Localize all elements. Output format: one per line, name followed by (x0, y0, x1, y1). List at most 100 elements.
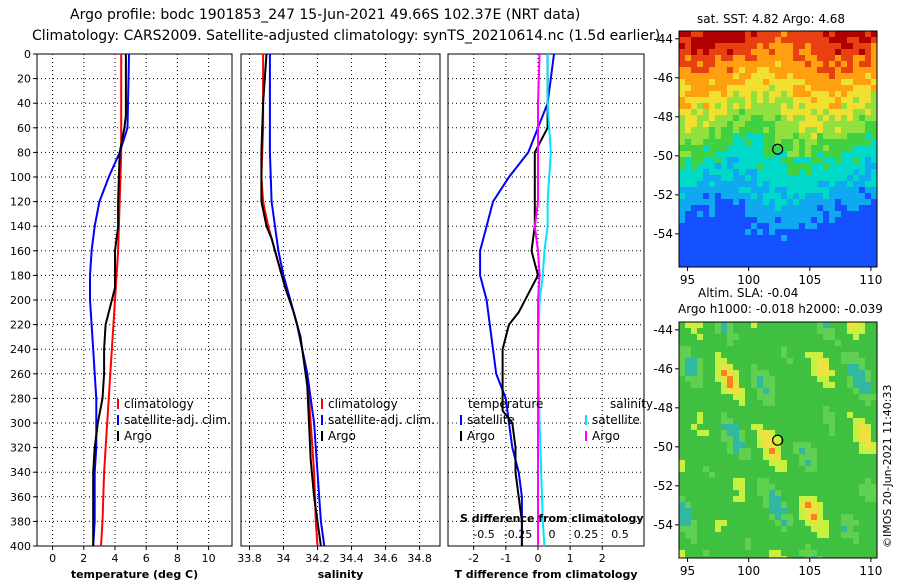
sla-map-cell (679, 436, 685, 442)
sst-map-cell (685, 55, 691, 61)
sla-map-cell (769, 508, 775, 514)
sla-map-cell (865, 418, 871, 424)
sla-map-cell (817, 376, 823, 382)
sla-map-cell (811, 412, 817, 418)
sst-lat-tick-label: -50 (653, 149, 673, 163)
sst-map-cell (703, 247, 709, 253)
sst-map-cell (841, 43, 847, 49)
sst-map-cell (853, 85, 859, 91)
sla-map-cell (739, 412, 745, 418)
sst-map-cell (685, 115, 691, 121)
sla-map-cell (685, 334, 691, 340)
sst-map-cell (817, 223, 823, 229)
sst-map-cell (859, 199, 865, 205)
sla-map-cell (799, 526, 805, 532)
sla-map-cell (865, 466, 871, 472)
sst-map-cell (865, 145, 871, 151)
sst-map-cell (769, 181, 775, 187)
sst-map-cell (859, 157, 865, 163)
sst-map-cell (817, 247, 823, 253)
difference-x-tick-label: -2 (468, 552, 479, 565)
sla-map-cell (703, 418, 709, 424)
sst-map-cell (799, 49, 805, 55)
sst-map-cell (871, 43, 877, 49)
sla-map-cell (757, 406, 763, 412)
sst-map-cell (775, 235, 781, 241)
sla-map-cell (691, 376, 697, 382)
sla-map-cell (697, 358, 703, 364)
sla-map-cell (697, 406, 703, 412)
sla-map-cell (805, 394, 811, 400)
sla-map-cell (811, 532, 817, 538)
sst-map-cell (685, 205, 691, 211)
sst-map-cell (811, 43, 817, 49)
sla-map-cell (811, 418, 817, 424)
sla-map-cell (757, 346, 763, 352)
sst-map-cell (847, 43, 853, 49)
sst-map-cell (733, 241, 739, 247)
sla-map-cell (727, 388, 733, 394)
sst-map-cell (871, 199, 877, 205)
sla-map-cell (865, 478, 871, 484)
sla-map-cell (805, 382, 811, 388)
sst-map-cell (781, 133, 787, 139)
temperature-legend-swatch (117, 399, 119, 409)
sla-map-cell (871, 520, 877, 526)
sst-map-cell (805, 85, 811, 91)
sla-map-cell (709, 514, 715, 520)
sst-map-cell (733, 175, 739, 181)
sst-map-cell (769, 187, 775, 193)
sla-map-cell (715, 520, 721, 526)
sst-map-cell (709, 235, 715, 241)
sla-map-cell (805, 508, 811, 514)
sst-map-cell (703, 73, 709, 79)
sst-map-cell (817, 145, 823, 151)
temperature-plot-frame (36, 53, 233, 547)
sst-map-cell (727, 175, 733, 181)
sla-map-cell (751, 340, 757, 346)
sst-map-cell (763, 193, 769, 199)
sst-map-cell (685, 241, 691, 247)
sla-map-cell (799, 514, 805, 520)
sst-map-cell (775, 55, 781, 61)
sst-map-cell (823, 199, 829, 205)
difference-x-axis-label: T difference from climatology (454, 568, 637, 580)
sst-map-cell (721, 67, 727, 73)
sla-map-cell (787, 502, 793, 508)
sla-map-cell (721, 520, 727, 526)
sla-map-cell (697, 466, 703, 472)
sst-map-cell (691, 169, 697, 175)
sla-map-cell (757, 526, 763, 532)
sst-map-cell (739, 265, 745, 267)
sla-map-cell (817, 526, 823, 532)
sst-map-cell (715, 259, 721, 265)
sla-map-cell (811, 556, 817, 558)
sst-map-cell (853, 181, 859, 187)
sst-map-cell (781, 127, 787, 133)
sst-map-cell (685, 133, 691, 139)
sst-map-cell (865, 121, 871, 127)
sla-map-cell (703, 406, 709, 412)
sst-map-cell (769, 133, 775, 139)
sla-map-cell (727, 508, 733, 514)
sla-map-cell (703, 388, 709, 394)
sla-map-cell (859, 538, 865, 544)
sla-map-cell (829, 376, 835, 382)
sla-map-cell (811, 484, 817, 490)
sla-map-cell (745, 376, 751, 382)
sst-map-cell (721, 49, 727, 55)
sla-map-cell (871, 400, 877, 406)
sst-map-cell (709, 97, 715, 103)
sla-map-cell (841, 508, 847, 514)
sst-map-cell (835, 85, 841, 91)
sst-map-cell (853, 55, 859, 61)
sst-map-cell (799, 67, 805, 73)
sla-map-cell (799, 346, 805, 352)
sla-map-cell (763, 448, 769, 454)
sla-map-cell (685, 466, 691, 472)
sst-map-cell (727, 229, 733, 235)
sst-map-cell (793, 205, 799, 211)
sla-map-cell (763, 526, 769, 532)
sst-map-cell (769, 139, 775, 145)
sla-map-cell (733, 346, 739, 352)
